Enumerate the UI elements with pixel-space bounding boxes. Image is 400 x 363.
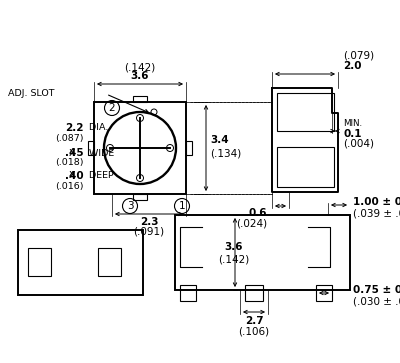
Text: (.091): (.091) [134,226,164,236]
Text: 0.75 ± 0.15: 0.75 ± 0.15 [353,285,400,295]
Text: 0.1: 0.1 [343,129,362,139]
Bar [316,285,332,301]
Text: (.142): (.142) [218,254,250,265]
Text: .40: .40 [65,171,84,181]
Text: .45: .45 [65,148,84,158]
Bar [94,102,186,194]
Text: WIDE: WIDE [86,148,114,158]
Text: (.024): (.024) [236,218,267,228]
Text: (.087): (.087) [56,134,84,143]
Text: (.018): (.018) [56,159,84,167]
Text: DIA.: DIA. [86,123,108,132]
Text: 0.6: 0.6 [248,208,267,218]
Bar [245,285,263,301]
Bar [277,93,334,131]
Bar [277,147,334,187]
Text: (.134): (.134) [210,148,241,158]
Bar [133,96,147,102]
Text: 2.2: 2.2 [66,123,84,133]
Text: (.039 ± .006): (.039 ± .006) [353,208,400,218]
Text: X: X [69,148,75,158]
Bar [98,248,121,276]
Text: 3.6: 3.6 [225,242,243,253]
Text: 1: 1 [179,201,185,211]
Text: 2: 2 [109,103,115,113]
Bar [186,141,192,155]
Text: (.030 ± .006): (.030 ± .006) [353,296,400,306]
Bar [133,194,147,200]
Text: (.016): (.016) [56,182,84,191]
Text: 3.4: 3.4 [210,135,229,145]
Text: (.142): (.142) [124,62,156,72]
Text: 3: 3 [127,201,133,211]
Text: 3.6: 3.6 [131,71,149,81]
Bar [180,285,196,301]
Text: X: X [69,171,75,180]
Text: (.004): (.004) [343,139,374,149]
Text: (.106): (.106) [238,326,270,336]
Text: ADJ. SLOT: ADJ. SLOT [8,90,54,98]
Bar [18,230,143,295]
Bar [88,141,94,155]
Text: 1.00 ± 0.15: 1.00 ± 0.15 [353,197,400,207]
Text: 2.7: 2.7 [245,316,263,326]
Text: 2.3: 2.3 [140,217,158,227]
Bar [175,215,350,290]
Text: 2.0: 2.0 [343,61,362,71]
Bar [28,248,51,276]
Text: DEEP: DEEP [86,171,114,180]
Text: MIN.: MIN. [343,118,362,127]
Text: (.079): (.079) [343,51,374,61]
